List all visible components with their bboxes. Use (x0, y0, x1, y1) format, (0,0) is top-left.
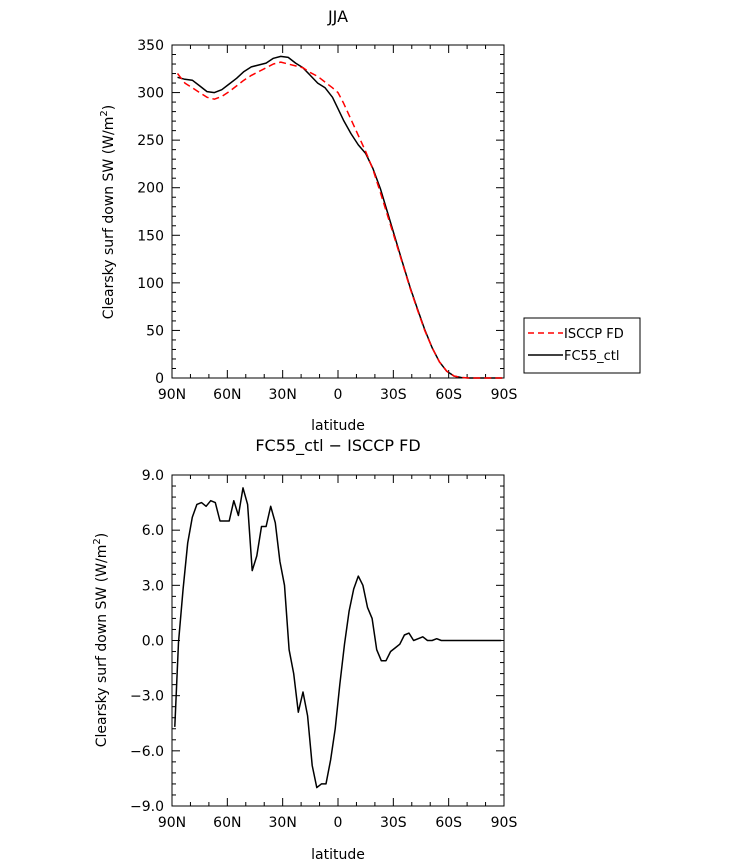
bottom-x-axis-label: latitude (311, 847, 365, 863)
legend: ISCCP FD FC55_ctl (523, 317, 641, 374)
bottom-y-tick-label: 6.0 (142, 523, 164, 539)
top-y-tick-label: 300 (137, 86, 164, 102)
top-y-axis-label: Clearsky surf down SW (W/m2) (99, 105, 117, 319)
top-y-axis-label-main: Clearsky surf down SW (W/m (101, 117, 117, 320)
top-axis-ticks: 0 50 100 150 200 250 300 350 90N 60N 30N 0 30S 60S 90S (137, 38, 517, 403)
top-x-tick-label: 30S (380, 387, 407, 403)
top-y-tick-label: 150 (137, 228, 164, 244)
top-series-line-isccp-fd (176, 61, 503, 379)
bottom-y-axis-label: Clearsky surf down SW (W/m2) (92, 533, 110, 747)
bottom-x-tick-label: 90N (158, 815, 186, 831)
top-y-axis-label-sup: 2 (99, 110, 110, 116)
bottom-series-line-difference (174, 487, 502, 789)
bottom-axis-ticks: −9.0 −6.0 −3.0 0.0 3.0 6.0 9.0 90N 60N 30N 0 30S 60S… (130, 468, 517, 831)
top-chart-title: JJA (327, 7, 348, 26)
bottom-x-tick-label: 90S (491, 815, 518, 831)
bottom-y-axis-label-main: Clearsky surf down SW (W/m (94, 545, 110, 748)
legend-box (523, 317, 641, 374)
top-x-tick-label: 60N (213, 387, 241, 403)
top-y-tick-label: 250 (137, 133, 164, 149)
top-x-tick-label: 90S (491, 387, 518, 403)
top-x-tick-label: 60S (435, 387, 462, 403)
bottom-y-tick-label: 0.0 (142, 634, 164, 650)
top-y-tick-label: 100 (137, 276, 164, 292)
top-y-axis-label-end: ) (101, 105, 117, 110)
top-plot-frame (171, 44, 505, 379)
bottom-y-tick-label: 3.0 (142, 578, 164, 594)
legend-label-isccp: ISCCP FD (564, 327, 624, 342)
bottom-y-tick-label: −9.0 (130, 799, 164, 815)
bottom-chart-title: FC55_ctl − ISCCP FD (255, 436, 420, 456)
top-x-tick-label: 90N (158, 387, 186, 403)
top-panel: JJA 0 50 100 150 200 250 300 350 90N 60N 30N 0 30S 60… (99, 7, 641, 434)
top-y-tick-label: 0 (155, 371, 164, 387)
top-y-tick-label: 350 (137, 38, 164, 54)
top-x-tick-label: 0 (334, 387, 343, 403)
bottom-panel: FC55_ctl − ISCCP FD −9.0 −6.0 −3.0 0.0 3.0 6.… (92, 436, 517, 863)
top-x-tick-label: 30N (269, 387, 297, 403)
bottom-x-tick-label: 60S (435, 815, 462, 831)
bottom-x-tick-label: 60N (213, 815, 241, 831)
bottom-x-tick-label: 30S (380, 815, 407, 831)
bottom-y-axis-label-end: ) (94, 533, 110, 538)
bottom-x-tick-label: 0 (334, 815, 343, 831)
bottom-x-tick-label: 30N (269, 815, 297, 831)
bottom-y-tick-label: −6.0 (130, 744, 164, 760)
bottom-y-axis-label-sup: 2 (92, 538, 103, 544)
top-y-tick-label: 200 (137, 181, 164, 197)
top-y-tick-label: 50 (146, 323, 164, 339)
bottom-y-tick-label: 9.0 (142, 468, 164, 484)
bottom-series-lines (174, 487, 502, 789)
bottom-y-tick-label: −3.0 (130, 689, 164, 705)
top-series-line-fc55-ctl (177, 55, 503, 379)
top-series-lines (176, 55, 503, 379)
top-x-axis-label: latitude (311, 418, 365, 434)
legend-label-fc55: FC55_ctl (564, 349, 619, 364)
